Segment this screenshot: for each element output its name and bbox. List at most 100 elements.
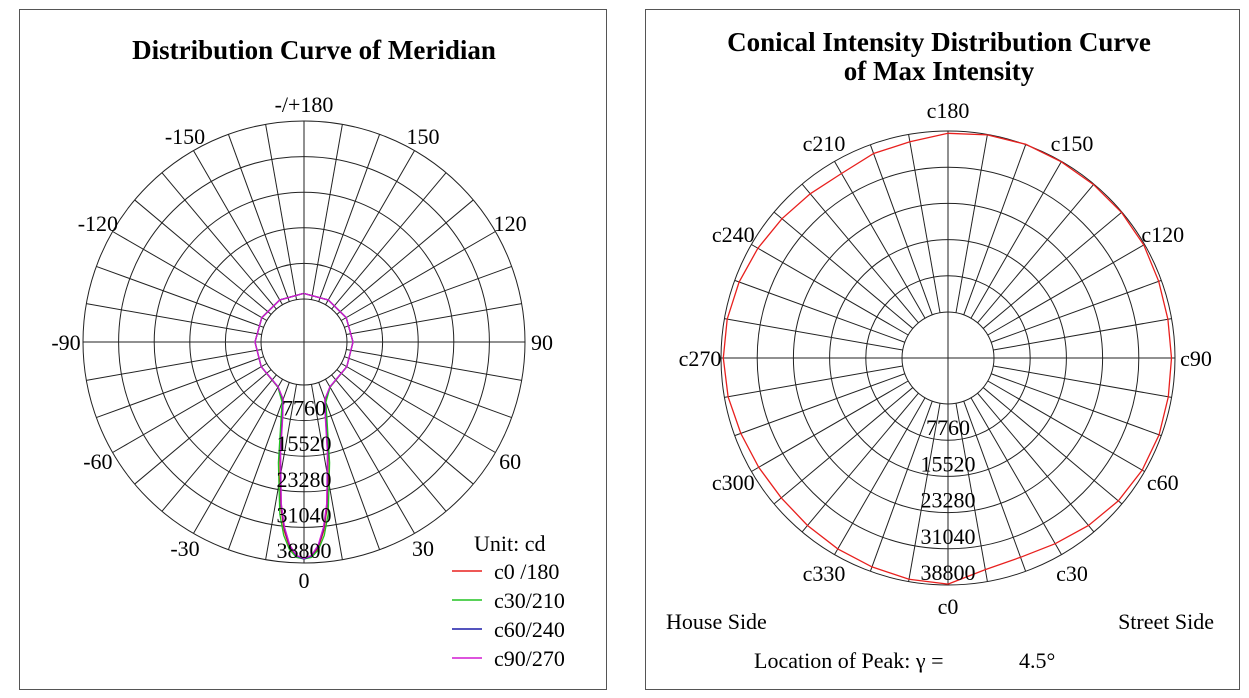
grid-spoke (340, 363, 496, 453)
legend-entry: c30/210 (494, 588, 565, 613)
angle-label: 60 (499, 449, 521, 474)
grid-circle (153, 191, 455, 493)
angle-label: c120 (1141, 222, 1184, 247)
radial-tick-label: 31040 (921, 524, 976, 549)
radial-tick-label: 7760 (282, 396, 326, 421)
angle-label: c0 (938, 594, 959, 619)
angle-label: 120 (494, 211, 527, 236)
conical-polar-chart: Conical Intensity Distribution Curve of … (666, 27, 1214, 673)
grid-circle-center (901, 311, 995, 405)
grid-spoke (993, 365, 1172, 398)
street-side-label: Street Side (1118, 609, 1214, 634)
legend-entry: c90/270 (494, 646, 565, 671)
grid-spoke (161, 374, 277, 512)
angle-label: -30 (170, 536, 199, 561)
grid-spoke (193, 378, 283, 534)
angle-label: -90 (51, 330, 80, 355)
grid-spoke (751, 380, 909, 472)
grid-spoke (773, 387, 914, 505)
grid-circle-center (260, 298, 348, 386)
angle-label: 90 (531, 330, 553, 355)
grid-spoke (834, 397, 926, 555)
chart-title-line-1: Conical Intensity Distribution Curve (727, 27, 1151, 57)
grid-spoke (963, 144, 1027, 315)
grid-spoke (977, 392, 1095, 533)
grid-spoke (325, 150, 415, 306)
angle-label: c240 (712, 222, 755, 247)
grid-circle (82, 120, 526, 564)
unit-label: Unit: cd (474, 531, 546, 556)
grid-spoke (963, 401, 1027, 572)
grid-spoke (751, 244, 909, 336)
radial-tick-label: 38800 (921, 560, 976, 585)
grid-spoke (773, 211, 914, 329)
grid-spoke (193, 150, 283, 306)
grid-spoke (227, 382, 290, 550)
grid-spoke (346, 348, 522, 381)
radial-tick-label: 38800 (277, 538, 332, 563)
grid-spoke (908, 134, 941, 313)
grid-spoke (331, 172, 447, 310)
grid-spoke (86, 348, 262, 381)
grid-spoke (346, 303, 522, 336)
angle-label: -120 (78, 211, 118, 236)
radial-tick-label: 23280 (921, 488, 976, 513)
chart-title-line-2: of Max Intensity (844, 56, 1035, 86)
grid-spoke (325, 378, 415, 534)
grid-circle (865, 275, 1031, 441)
grid-spoke (970, 161, 1062, 319)
chart-title: Distribution Curve of Meridian (132, 35, 496, 65)
grid-spoke (834, 161, 926, 319)
series-line-c90-270 (254, 292, 354, 560)
grid-spoke (734, 373, 905, 437)
grid-spoke (161, 172, 277, 310)
grid-spoke (227, 134, 290, 302)
grid-spoke (955, 134, 988, 313)
grid-spoke (993, 318, 1172, 351)
grid-spoke (336, 369, 474, 485)
angle-label: c180 (927, 98, 970, 123)
angle-label: c270 (679, 346, 722, 371)
peak-location-label: Location of Peak: γ = (754, 648, 944, 673)
grid-spoke (977, 183, 1095, 324)
grid-spoke (112, 363, 268, 453)
grid-spoke (134, 199, 272, 315)
angle-label: 0 (299, 568, 310, 593)
angle-label: 150 (407, 124, 440, 149)
angle-label: 30 (412, 536, 434, 561)
radial-tick-label: 7760 (926, 415, 970, 440)
grid-spoke (344, 356, 512, 419)
meridian-polar-chart: Distribution Curve of Meridian 7760 15520… (51, 35, 565, 671)
conical-chart-panel: Conical Intensity Distribution Curve of … (645, 9, 1240, 690)
grid-spoke (908, 403, 941, 582)
grid-spoke (265, 124, 298, 300)
legend-entry: c0 /180 (494, 559, 559, 584)
grid-circle (829, 239, 1067, 477)
grid-circle (792, 202, 1104, 514)
grid-spoke (86, 303, 262, 336)
grid-spoke (801, 392, 919, 533)
angle-label: c60 (1147, 470, 1179, 495)
grid-spoke (801, 183, 919, 324)
grid-spoke (112, 231, 268, 321)
angle-label: c90 (1180, 346, 1212, 371)
grid-spoke (982, 387, 1123, 505)
grid-spoke (869, 144, 933, 315)
legend-entry: c60/240 (494, 617, 565, 642)
grid-spoke (344, 265, 512, 328)
peak-location-value: 4.5° (1019, 648, 1055, 673)
house-side-label: House Side (666, 609, 767, 634)
grid-spoke (96, 356, 264, 419)
grid-spoke (734, 279, 905, 343)
radial-tick-label: 15520 (277, 431, 332, 456)
grid-spoke (724, 365, 903, 398)
grid-spoke (310, 124, 343, 300)
grid-spoke (318, 382, 381, 550)
grid-spoke (991, 279, 1162, 343)
grid-spoke (955, 403, 988, 582)
grid-spoke (331, 374, 447, 512)
grid-spoke (336, 199, 474, 315)
angle-label: c300 (712, 470, 755, 495)
grid-spoke (134, 369, 272, 485)
grid-circle (189, 227, 419, 457)
